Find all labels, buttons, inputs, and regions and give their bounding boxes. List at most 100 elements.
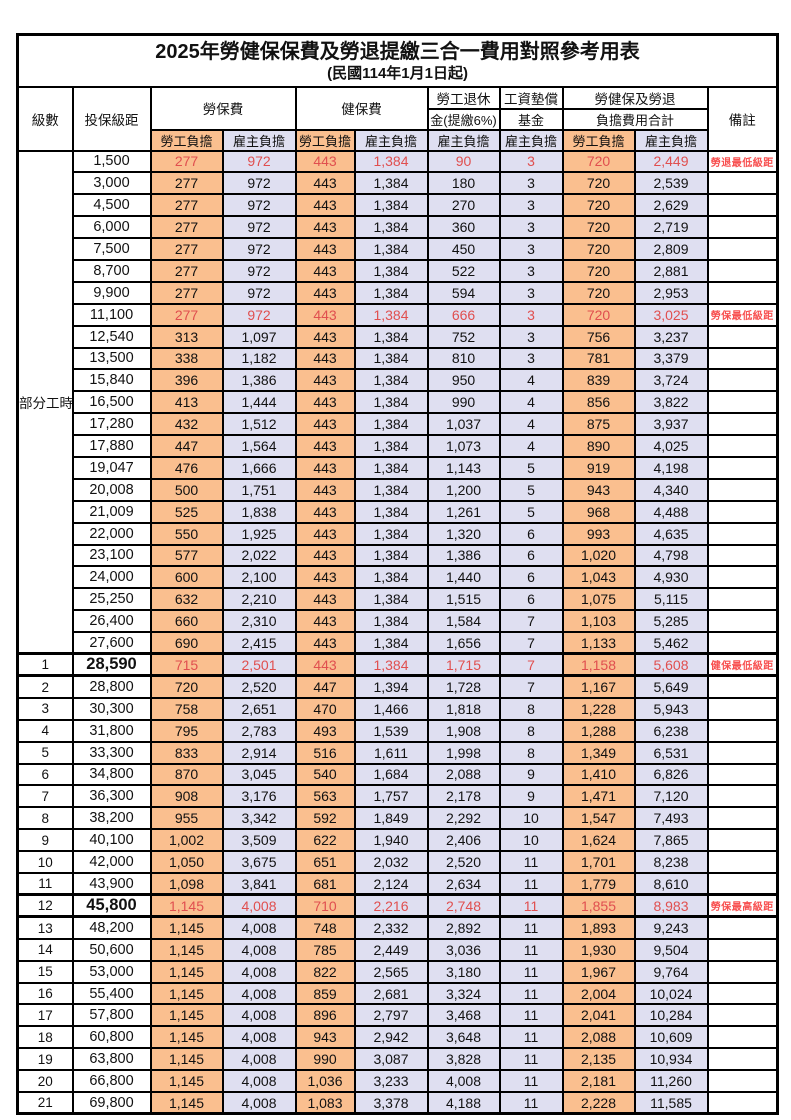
total-employer-cell: 3,724: [633, 368, 709, 393]
health-employer-cell: 1,384: [353, 280, 429, 305]
labor-employee-cell: 1,145: [149, 1091, 224, 1115]
table-row: 10 42,000 1,050 3,675 651 2,032 2,520 11 1,701 8,…: [16, 850, 779, 874]
labor-employee-cell: 1,098: [149, 872, 224, 896]
total-employer-cell: 9,504: [633, 937, 709, 962]
labor-employee-cell: 432: [149, 412, 224, 437]
bracket-cell: 25,250: [71, 587, 152, 612]
col-header-bracket: 投保級距: [71, 85, 152, 152]
col-header-pension-line1: 勞工退休: [426, 85, 501, 110]
subheader-wage-fund-employer: 雇主負擔: [498, 128, 564, 152]
total-employee-cell: 968: [561, 499, 636, 524]
total-employer-cell: 4,798: [633, 543, 709, 568]
labor-employer-cell: 2,520: [221, 674, 297, 699]
total-employer-cell: 2,809: [633, 237, 709, 261]
health-employee-cell: 651: [294, 850, 356, 874]
level-cell: 9: [16, 828, 74, 853]
pension-employer-cell: 2,292: [426, 806, 501, 831]
level-cell: 20: [16, 1069, 74, 1094]
health-employer-cell: 1,684: [353, 762, 429, 787]
wage-fund-employer-cell: 9: [498, 762, 564, 787]
table-row: 3 30,300 758 2,651 470 1,466 1,818 8 1,228 5,943: [16, 696, 779, 721]
subheader-health-employee: 勞工負擔: [294, 128, 356, 152]
level-cell: 15: [16, 959, 74, 984]
labor-employee-cell: 413: [149, 390, 224, 415]
labor-employee-cell: 577: [149, 543, 224, 568]
table-row: 8 38,200 955 3,342 592 1,849 2,292 10 1,547 7,493: [16, 806, 779, 831]
total-employer-cell: 10,934: [633, 1047, 709, 1072]
remark-cell: [706, 631, 779, 655]
labor-employer-cell: 3,675: [221, 850, 297, 874]
health-employee-cell: 859: [294, 981, 356, 1006]
pension-employer-cell: 522: [426, 258, 501, 283]
labor-employee-cell: 795: [149, 718, 224, 743]
table-row: 9,900 277 972 443 1,384 594 3 720 2,953: [18, 280, 779, 305]
health-employer-cell: 1,384: [353, 390, 429, 415]
total-employer-cell: 3,379: [633, 346, 709, 371]
table-row: 17,880 447 1,564 443 1,384 1,073 4 890 4,025: [18, 434, 779, 458]
bracket-cell: 28,800: [71, 674, 152, 699]
remark-cell: [706, 543, 779, 568]
total-employer-cell: 3,822: [633, 390, 709, 415]
remark-cell: [706, 872, 779, 896]
labor-employee-cell: 550: [149, 521, 224, 546]
health-employee-cell: 493: [294, 718, 356, 743]
pension-employer-cell: 1,998: [426, 740, 501, 765]
level-cell: 1: [16, 652, 74, 678]
health-employee-cell: 443: [294, 280, 356, 305]
health-employer-cell: 1,384: [353, 171, 429, 196]
health-employer-cell: 1,466: [353, 696, 429, 721]
health-employer-cell: 2,565: [353, 959, 429, 984]
total-employee-cell: 1,167: [561, 674, 636, 699]
wage-fund-employer-cell: 7: [498, 609, 564, 634]
pension-employer-cell: 1,656: [426, 631, 501, 655]
labor-employee-cell: 600: [149, 565, 224, 590]
labor-employer-cell: 4,008: [221, 1091, 297, 1115]
remark-cell: [706, 696, 779, 721]
level-cell: 10: [16, 850, 74, 874]
bracket-cell: 6,000: [71, 215, 152, 240]
health-employer-cell: 1,384: [353, 565, 429, 590]
health-employee-cell: 443: [294, 390, 356, 415]
remark-cell: [706, 828, 779, 853]
labor-employer-cell: 1,564: [221, 434, 297, 458]
pension-employer-cell: 90: [426, 149, 501, 174]
level-group-cell: 部分工時: [16, 149, 74, 655]
labor-employee-cell: 955: [149, 806, 224, 831]
labor-employer-cell: 2,651: [221, 696, 297, 721]
total-employer-cell: 4,930: [633, 565, 709, 590]
col-header-wage-fund-line1: 工資墊償: [498, 85, 564, 110]
total-employee-cell: 2,088: [561, 1025, 636, 1050]
labor-employee-cell: 525: [149, 499, 224, 524]
total-employee-cell: 1,075: [561, 587, 636, 612]
table-row: 4 31,800 795 2,783 493 1,539 1,908 8 1,288 6,238: [16, 718, 779, 743]
bracket-cell: 43,900: [71, 872, 152, 896]
bracket-cell: 7,500: [71, 237, 152, 261]
total-employee-cell: 1,967: [561, 959, 636, 984]
health-employer-cell: 2,681: [353, 981, 429, 1006]
bracket-cell: 60,800: [71, 1025, 152, 1050]
bracket-cell: 53,000: [71, 959, 152, 984]
wage-fund-employer-cell: 11: [498, 915, 564, 940]
pension-employer-cell: 1,728: [426, 674, 501, 699]
table-row: 13,500 338 1,182 443 1,384 810 3 781 3,379: [18, 346, 779, 371]
wage-fund-employer-cell: 11: [498, 1025, 564, 1050]
table-row: 8,700 277 972 443 1,384 522 3 720 2,881: [18, 258, 779, 283]
wage-fund-employer-cell: 3: [498, 280, 564, 305]
health-employee-cell: 443: [294, 565, 356, 590]
remark-cell: [706, 171, 779, 196]
col-header-pension-line2: 金(提繳6%): [426, 107, 501, 131]
table-row: 9 40,100 1,002 3,509 622 1,940 2,406 10 1,624 7,8…: [16, 828, 779, 853]
labor-employee-cell: 758: [149, 696, 224, 721]
labor-employee-cell: 908: [149, 784, 224, 809]
wage-fund-employer-cell: 3: [498, 324, 564, 349]
table-row: 12,540 313 1,097 443 1,384 752 3 756 3,237: [18, 324, 779, 349]
pension-employer-cell: 1,908: [426, 718, 501, 743]
labor-employee-cell: 277: [149, 171, 224, 196]
health-employee-cell: 443: [294, 368, 356, 393]
bracket-cell: 9,900: [71, 280, 152, 305]
labor-employer-cell: 4,008: [221, 959, 297, 984]
health-employer-cell: 1,611: [353, 740, 429, 765]
health-employee-cell: 943: [294, 1025, 356, 1050]
pension-employer-cell: 1,261: [426, 499, 501, 524]
labor-employer-cell: 2,783: [221, 718, 297, 743]
